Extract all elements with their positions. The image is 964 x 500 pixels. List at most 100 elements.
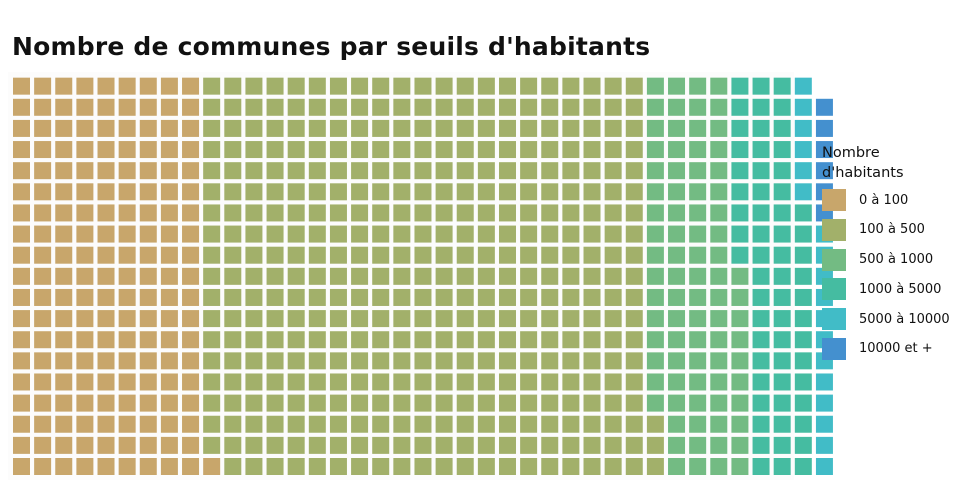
waffle-cell [625, 162, 643, 180]
waffle-cell [668, 310, 686, 328]
waffle-cell [308, 288, 326, 306]
waffle-cell [34, 246, 52, 264]
waffle-cell [414, 98, 432, 116]
waffle-cell [794, 98, 812, 116]
waffle-cell [266, 436, 284, 454]
waffle-cell [794, 415, 812, 433]
waffle-cell [34, 352, 52, 370]
waffle-cell [287, 246, 305, 264]
waffle-cell [76, 77, 94, 95]
waffle-cell [815, 458, 833, 475]
waffle-cell [477, 352, 495, 370]
waffle-cell [76, 204, 94, 222]
waffle-cell [646, 141, 664, 159]
waffle-cell [456, 394, 474, 412]
waffle-cell [224, 98, 242, 116]
waffle-cell [498, 436, 516, 454]
waffle-cell [76, 246, 94, 264]
waffle-cell [625, 373, 643, 391]
waffle-cell [520, 352, 538, 370]
waffle-cell [773, 394, 791, 412]
waffle-cell [541, 267, 559, 285]
waffle-cell [541, 141, 559, 159]
waffle-cell [477, 225, 495, 243]
waffle-cell [731, 436, 749, 454]
waffle-cell [646, 310, 664, 328]
waffle-cell [308, 352, 326, 370]
waffle-cell [710, 373, 728, 391]
waffle-cell [562, 183, 580, 201]
legend-item: 500 à 1000 [822, 248, 950, 271]
waffle-cell [520, 310, 538, 328]
waffle-cell [224, 331, 242, 349]
waffle-cell [435, 141, 453, 159]
waffle-cell [773, 267, 791, 285]
waffle-cell [118, 204, 136, 222]
waffle-cell [139, 394, 157, 412]
waffle-cell [245, 331, 263, 349]
waffle-cell [435, 246, 453, 264]
waffle-cell [646, 246, 664, 264]
waffle-cell [97, 458, 115, 475]
waffle-cell [498, 458, 516, 475]
waffle-cell [456, 267, 474, 285]
waffle-cell [604, 394, 622, 412]
waffle-cell [393, 162, 411, 180]
waffle-cell [224, 119, 242, 137]
waffle-cell [689, 77, 707, 95]
waffle-cell [372, 458, 390, 475]
waffle-cell [625, 267, 643, 285]
waffle-cell [55, 352, 73, 370]
waffle-cell [498, 246, 516, 264]
waffle-cell [245, 204, 263, 222]
waffle-cell [731, 183, 749, 201]
waffle-cell [182, 246, 200, 264]
waffle-cell [266, 183, 284, 201]
waffle-cell [731, 204, 749, 222]
waffle-cell [435, 352, 453, 370]
waffle-cell [139, 310, 157, 328]
waffle-cell [351, 267, 369, 285]
waffle-cell [372, 373, 390, 391]
waffle-cell [435, 436, 453, 454]
waffle-cell [245, 267, 263, 285]
waffle-cell [393, 331, 411, 349]
waffle-cell [646, 458, 664, 475]
waffle-cell [13, 458, 30, 475]
waffle-cell [710, 458, 728, 475]
waffle-cell [477, 310, 495, 328]
waffle-cell [266, 310, 284, 328]
waffle-cell [118, 288, 136, 306]
waffle-cell [646, 352, 664, 370]
waffle-cell [541, 373, 559, 391]
waffle-cell [815, 141, 833, 159]
waffle-cell [520, 141, 538, 159]
waffle-cell [55, 77, 73, 95]
waffle-cell [498, 183, 516, 201]
waffle-cell [13, 267, 30, 285]
legend-label: 1000 à 5000 [859, 281, 942, 297]
waffle-cell [203, 394, 221, 412]
waffle-cell [731, 267, 749, 285]
waffle-cell [456, 225, 474, 243]
waffle-cell [266, 415, 284, 433]
waffle-cell [76, 141, 94, 159]
waffle-cell [329, 77, 347, 95]
waffle-cell [372, 183, 390, 201]
waffle-cell [139, 415, 157, 433]
waffle-cell [329, 267, 347, 285]
waffle-cell [55, 98, 73, 116]
legend-item: 0 à 100 [822, 189, 950, 211]
waffle-cell [562, 352, 580, 370]
waffle-cell [118, 436, 136, 454]
waffle-cell [139, 352, 157, 370]
waffle-cell [668, 415, 686, 433]
waffle-cell [245, 162, 263, 180]
waffle-cell [752, 288, 770, 306]
waffle-cell [287, 458, 305, 475]
waffle-cell [794, 141, 812, 159]
waffle-cell [668, 162, 686, 180]
waffle-cell [456, 373, 474, 391]
waffle-cell [372, 77, 390, 95]
waffle-cell [203, 204, 221, 222]
